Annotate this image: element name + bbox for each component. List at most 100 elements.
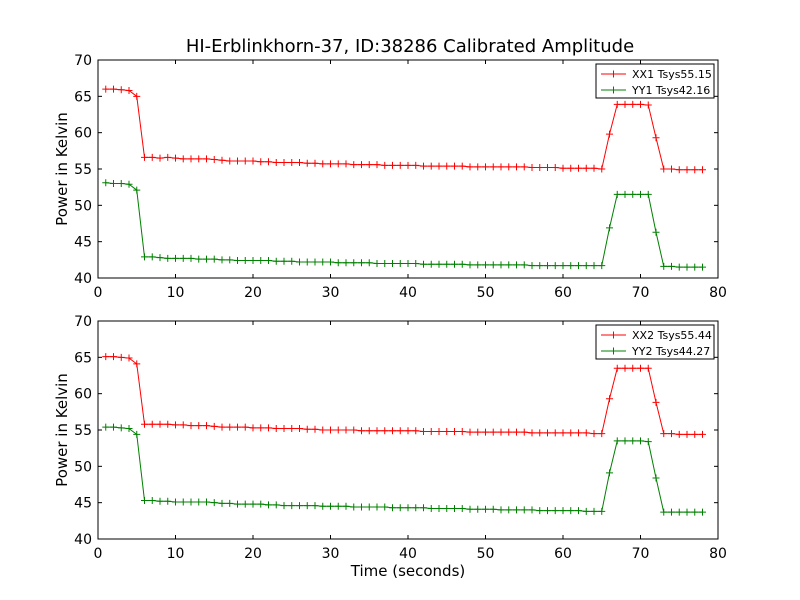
- legend-entry-label: XX1 Tsys55.15: [632, 68, 712, 81]
- data-point: [350, 426, 358, 434]
- x-tick-label: 0: [94, 285, 103, 301]
- data-point: [606, 130, 613, 138]
- data-point: [381, 503, 389, 511]
- data-point: [195, 422, 203, 430]
- legend-swatch-marker: [610, 70, 617, 78]
- data-point: [668, 165, 675, 173]
- data-point: [621, 364, 629, 372]
- y-tick-label: 55: [74, 423, 92, 439]
- data-point: [629, 100, 637, 108]
- data-point: [598, 430, 606, 438]
- data-point: [350, 161, 358, 169]
- data-point: [141, 496, 148, 504]
- data-point: [226, 499, 234, 507]
- x-tick-label: 80: [709, 546, 727, 562]
- data-point: [358, 161, 365, 169]
- data-point: [365, 503, 373, 511]
- data-point: [265, 257, 272, 265]
- x-axis-label: Time (seconds): [350, 562, 466, 580]
- data-point: [117, 180, 125, 188]
- data-point: [497, 163, 505, 171]
- data-point: [505, 261, 513, 269]
- data-point: [427, 162, 435, 170]
- data-point: [652, 398, 660, 406]
- x-tick-label: 0: [94, 546, 103, 562]
- data-point: [272, 158, 280, 166]
- data-point: [420, 504, 427, 512]
- data-point: [520, 428, 528, 436]
- data-point: [342, 502, 350, 510]
- data-point: [296, 158, 303, 166]
- data-point: [675, 430, 683, 438]
- data-point: [327, 160, 334, 168]
- data-point: [629, 437, 637, 445]
- data-point: [280, 425, 288, 433]
- x-tick-label: 60: [554, 285, 572, 301]
- data-point: [117, 424, 125, 432]
- data-point: [404, 259, 412, 267]
- data-point: [381, 427, 389, 435]
- data-point: [598, 165, 606, 173]
- data-point: [358, 503, 365, 511]
- data-point: [179, 254, 187, 262]
- lower-panel: 0 10 20 30 40 50 60 70 80 40 45 50 55 60 65 70 Power in …: [53, 314, 727, 580]
- data-point: [520, 163, 528, 171]
- data-point: [683, 430, 691, 438]
- legend-entry-label: XX2 Tsys55.44: [632, 329, 712, 342]
- data-point: [110, 423, 117, 431]
- data-point: [567, 262, 575, 270]
- x-tick-label: 30: [322, 546, 340, 562]
- data-point: [141, 420, 148, 428]
- data-point: [218, 156, 226, 164]
- data-point: [141, 253, 148, 261]
- data-point: [389, 161, 396, 169]
- data-point: [110, 85, 117, 93]
- data-point: [458, 162, 466, 170]
- data-point: [296, 502, 303, 510]
- data-point: [691, 508, 699, 516]
- data-point: [288, 502, 296, 510]
- data-point: [644, 438, 652, 446]
- legend-box: [595, 63, 715, 99]
- data-point: [280, 158, 288, 166]
- legend-entry-label: YY2 Tsys44.27: [631, 345, 710, 358]
- data-point: [544, 429, 551, 437]
- data-point: [551, 262, 559, 270]
- data-point: [699, 430, 706, 438]
- data-point: [272, 425, 280, 433]
- y-tick-label: 45: [74, 496, 92, 512]
- data-point: [567, 429, 575, 437]
- data-point: [265, 424, 272, 432]
- data-point: [691, 166, 699, 174]
- data-point: [613, 437, 621, 445]
- data-point: [241, 500, 249, 508]
- data-point: [303, 159, 311, 167]
- data-point: [319, 502, 327, 510]
- legend-swatch-marker: [610, 347, 617, 355]
- data-point: [497, 261, 505, 269]
- x-tick-label: 30: [322, 285, 340, 301]
- data-point: [489, 505, 497, 513]
- data-point: [474, 261, 482, 269]
- data-point: [606, 224, 613, 232]
- data-point: [226, 256, 234, 264]
- data-point: [513, 506, 520, 514]
- data-point: [559, 262, 567, 270]
- data-point: [110, 180, 117, 188]
- data-point: [613, 364, 621, 372]
- data-point: [373, 427, 381, 435]
- data-point: [668, 262, 675, 270]
- data-point: [443, 427, 451, 435]
- x-tick-label: 40: [399, 546, 417, 562]
- data-point: [513, 261, 520, 269]
- data-point: [644, 364, 652, 372]
- x-tick-label: 50: [477, 285, 495, 301]
- data-point: [365, 161, 373, 169]
- data-point: [699, 166, 706, 174]
- data-point: [396, 161, 404, 169]
- data-point: [497, 506, 505, 514]
- data-point: [691, 263, 699, 271]
- data-point: [683, 263, 691, 271]
